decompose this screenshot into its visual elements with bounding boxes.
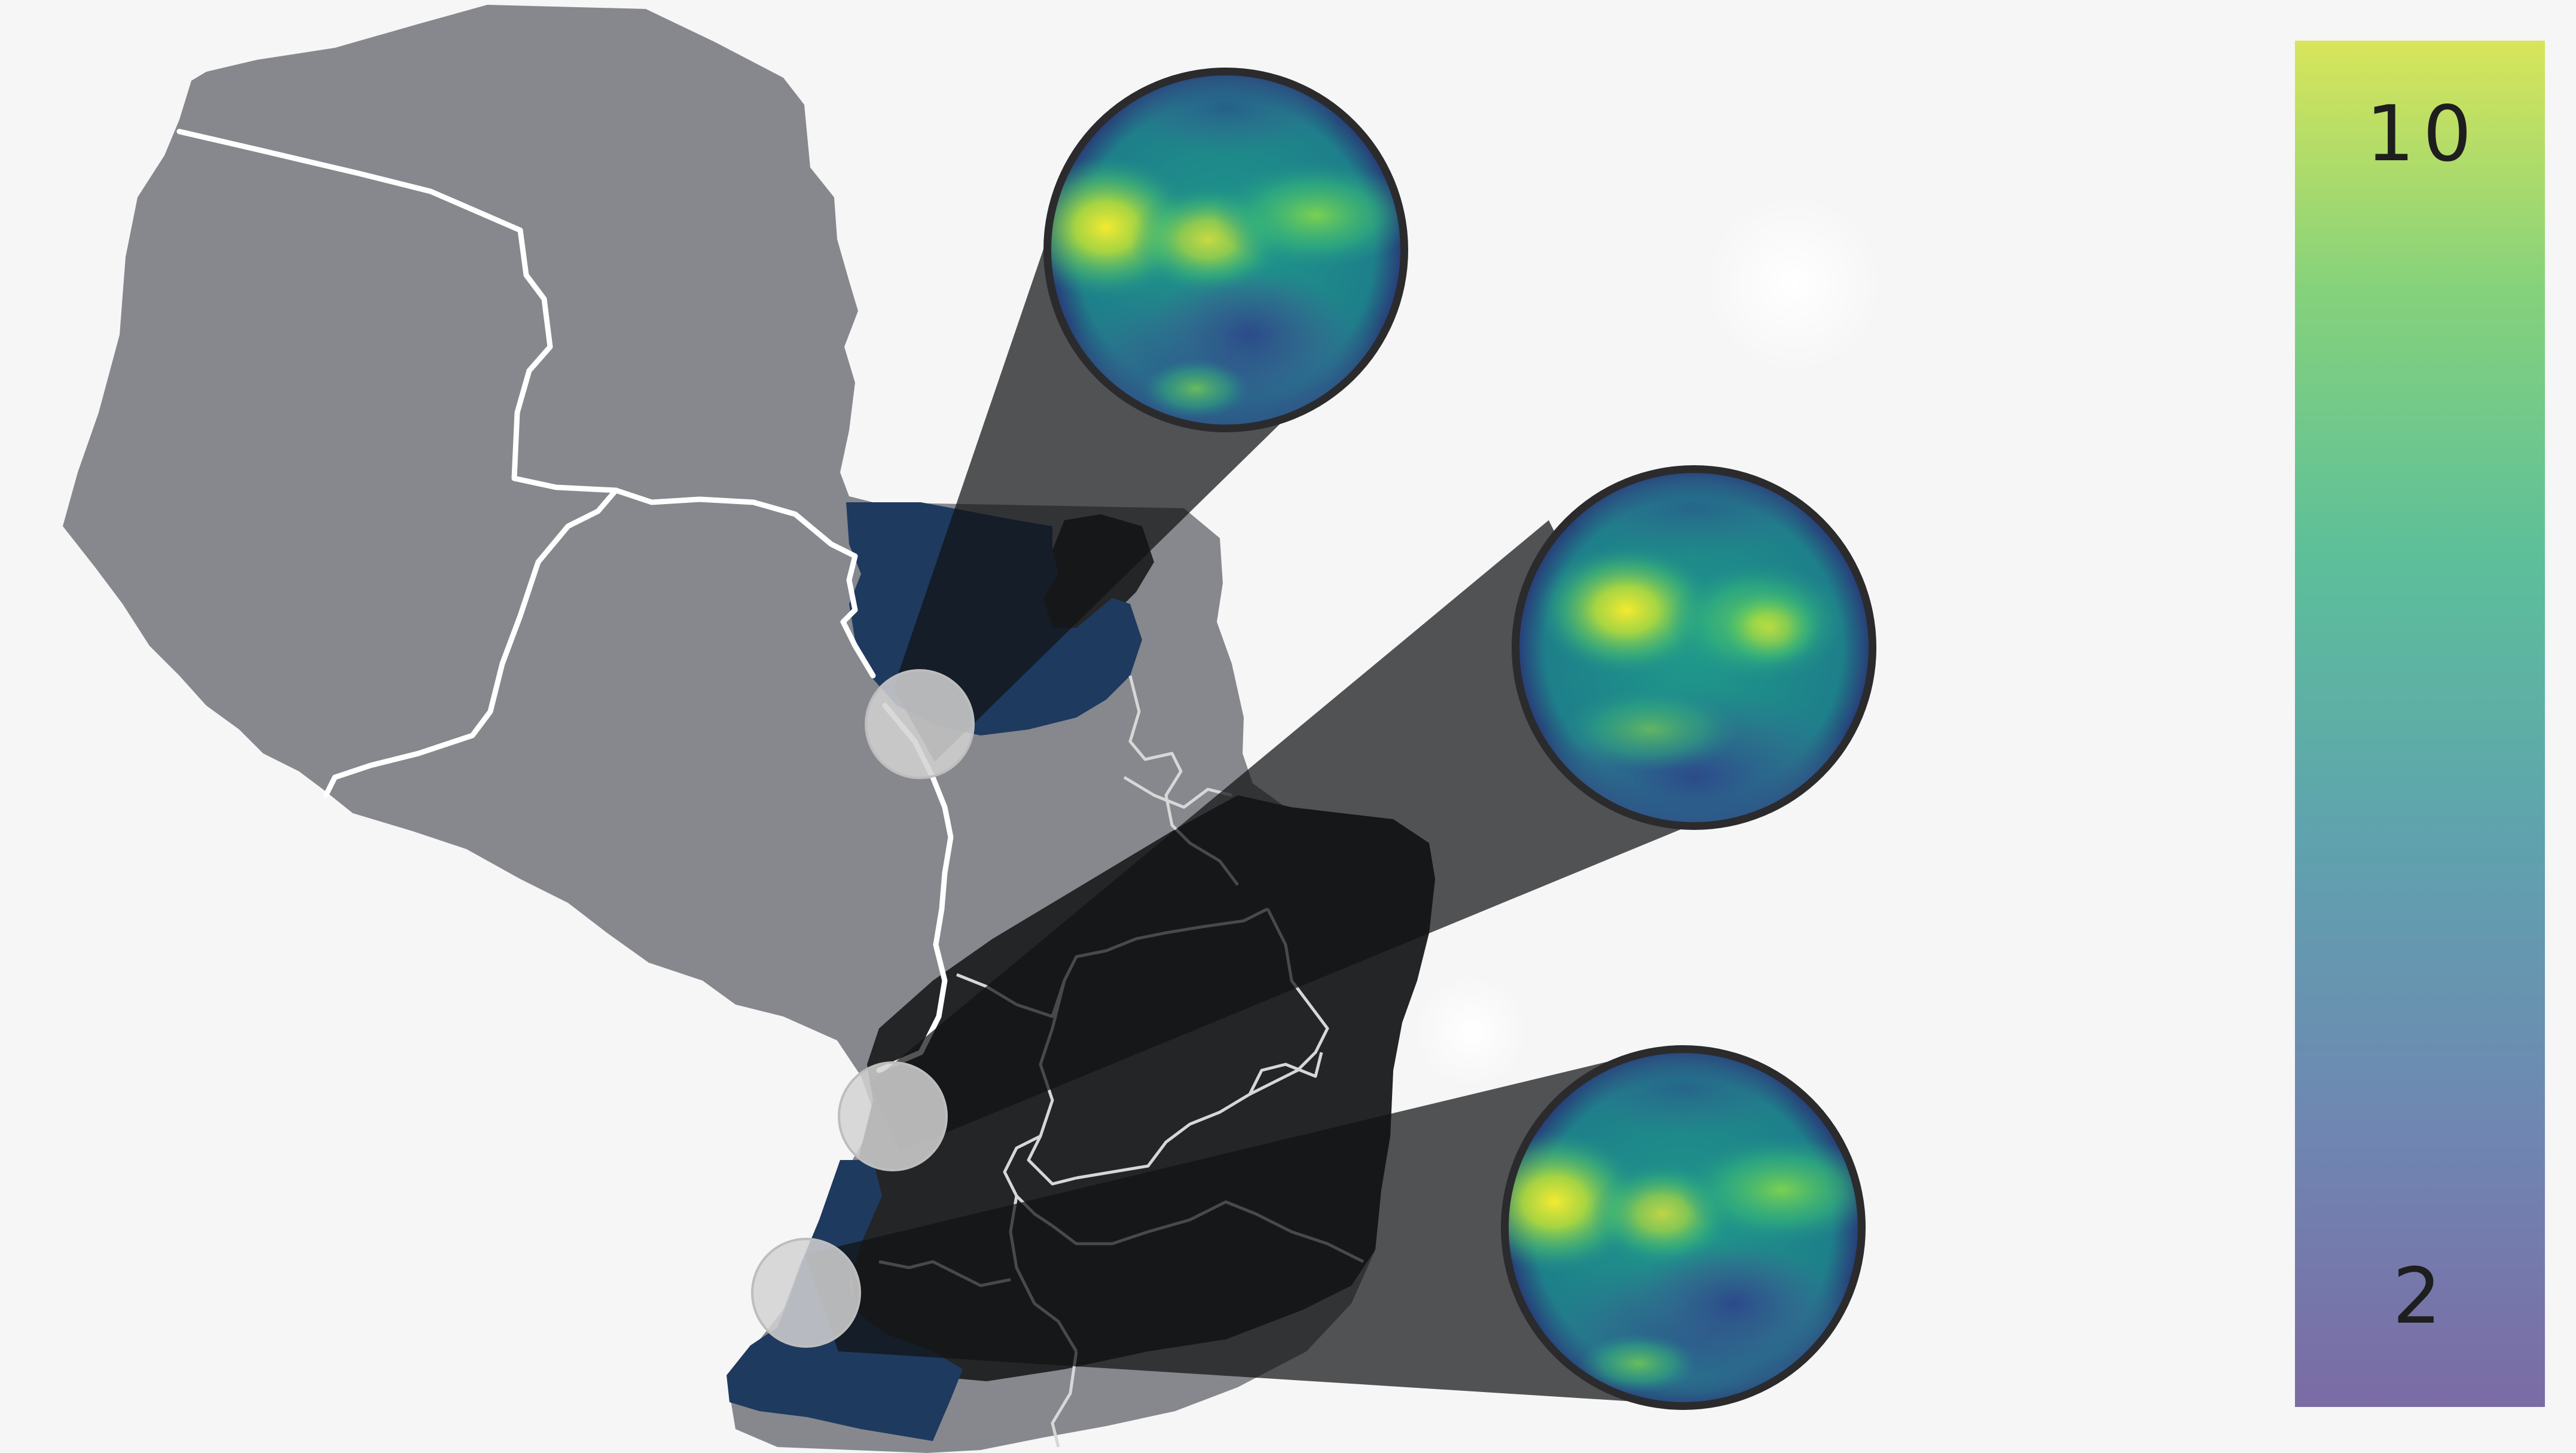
location-markers: [751, 669, 975, 1348]
marker-south[interactable]: [751, 1238, 861, 1348]
glow-spot: [1414, 975, 1528, 1088]
colorbar-min-label: 2: [2392, 1252, 2441, 1341]
glow-spot: [1704, 194, 1884, 374]
heatmap-circle-north[interactable]: [1017, 60, 1417, 466]
heatmap-circle-south[interactable]: [1465, 1040, 1890, 1417]
colorbar-max-label: 10: [2366, 90, 2480, 179]
cone-south: [805, 1054, 1644, 1402]
marker-north[interactable]: [865, 669, 975, 779]
cone-middle: [869, 520, 1698, 1152]
heatmap-circle-middle[interactable]: [1512, 460, 1876, 867]
marker-middle[interactable]: [838, 1061, 948, 1171]
colorbar-gradient: [2295, 41, 2545, 1407]
colorbar: 10 2: [2295, 41, 2545, 1407]
